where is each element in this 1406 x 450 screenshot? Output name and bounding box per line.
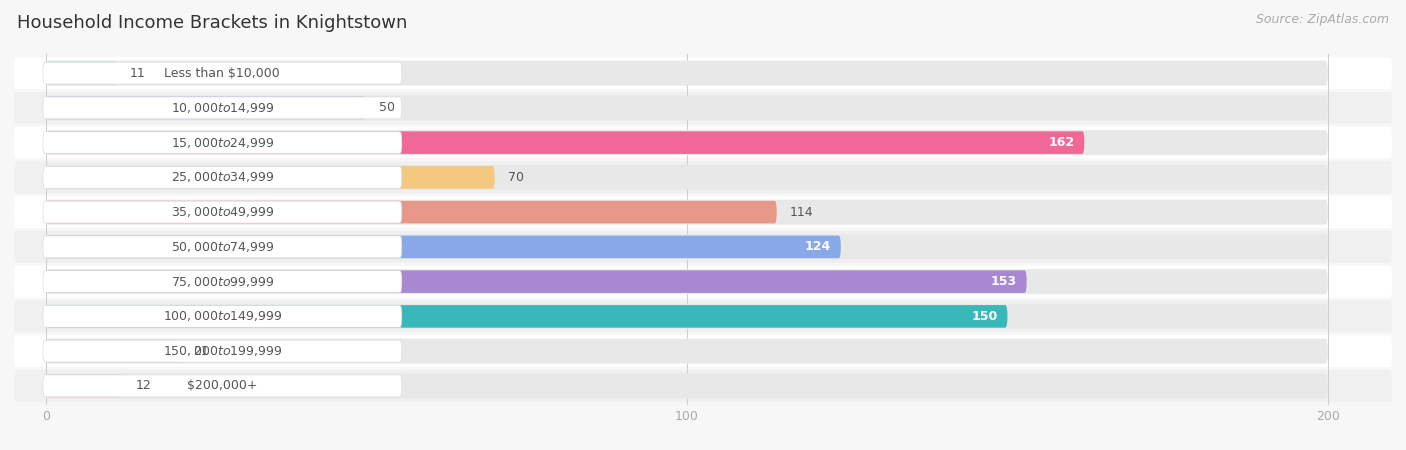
Text: $100,000 to $149,999: $100,000 to $149,999 [163, 310, 283, 324]
FancyBboxPatch shape [46, 236, 841, 258]
FancyBboxPatch shape [44, 306, 402, 327]
FancyBboxPatch shape [44, 201, 402, 223]
FancyBboxPatch shape [44, 62, 402, 84]
FancyBboxPatch shape [14, 370, 1392, 402]
FancyBboxPatch shape [46, 270, 1026, 293]
FancyBboxPatch shape [46, 97, 367, 119]
Text: $200,000+: $200,000+ [187, 379, 257, 392]
FancyBboxPatch shape [14, 335, 1392, 367]
FancyBboxPatch shape [44, 166, 402, 188]
Text: $10,000 to $14,999: $10,000 to $14,999 [170, 101, 274, 115]
FancyBboxPatch shape [14, 57, 1392, 89]
Text: $25,000 to $34,999: $25,000 to $34,999 [170, 171, 274, 184]
FancyBboxPatch shape [44, 271, 402, 292]
Text: Less than $10,000: Less than $10,000 [165, 67, 280, 80]
FancyBboxPatch shape [14, 162, 1392, 194]
FancyBboxPatch shape [44, 375, 402, 397]
FancyBboxPatch shape [46, 62, 117, 85]
FancyBboxPatch shape [46, 374, 122, 397]
FancyBboxPatch shape [44, 132, 402, 153]
FancyBboxPatch shape [46, 165, 1327, 190]
FancyBboxPatch shape [46, 130, 1327, 155]
FancyBboxPatch shape [44, 97, 402, 119]
FancyBboxPatch shape [14, 196, 1392, 228]
Text: 162: 162 [1049, 136, 1074, 149]
Text: 21: 21 [194, 345, 209, 358]
Text: 153: 153 [991, 275, 1017, 288]
Text: $150,000 to $199,999: $150,000 to $199,999 [163, 344, 283, 358]
Text: Household Income Brackets in Knightstown: Household Income Brackets in Knightstown [17, 14, 408, 32]
FancyBboxPatch shape [14, 266, 1392, 297]
Text: 124: 124 [804, 240, 831, 253]
FancyBboxPatch shape [44, 340, 402, 362]
FancyBboxPatch shape [46, 234, 1327, 259]
Text: 50: 50 [380, 101, 395, 114]
FancyBboxPatch shape [46, 304, 1327, 329]
FancyBboxPatch shape [14, 92, 1392, 124]
Text: $50,000 to $74,999: $50,000 to $74,999 [170, 240, 274, 254]
Text: 12: 12 [136, 379, 152, 392]
Text: 150: 150 [972, 310, 998, 323]
FancyBboxPatch shape [14, 126, 1392, 158]
Text: 11: 11 [129, 67, 145, 80]
Text: Source: ZipAtlas.com: Source: ZipAtlas.com [1256, 14, 1389, 27]
FancyBboxPatch shape [46, 374, 1327, 398]
FancyBboxPatch shape [46, 166, 495, 189]
FancyBboxPatch shape [14, 301, 1392, 333]
FancyBboxPatch shape [14, 231, 1392, 263]
FancyBboxPatch shape [46, 269, 1327, 294]
FancyBboxPatch shape [46, 201, 776, 223]
Text: 114: 114 [790, 206, 813, 219]
FancyBboxPatch shape [46, 95, 1327, 121]
FancyBboxPatch shape [46, 200, 1327, 225]
FancyBboxPatch shape [46, 305, 1008, 328]
Text: $75,000 to $99,999: $75,000 to $99,999 [170, 274, 274, 288]
FancyBboxPatch shape [46, 61, 1327, 86]
FancyBboxPatch shape [46, 338, 1327, 364]
Text: $15,000 to $24,999: $15,000 to $24,999 [170, 135, 274, 149]
Text: $35,000 to $49,999: $35,000 to $49,999 [170, 205, 274, 219]
FancyBboxPatch shape [46, 340, 181, 362]
FancyBboxPatch shape [46, 131, 1084, 154]
FancyBboxPatch shape [44, 236, 402, 258]
Text: 70: 70 [508, 171, 523, 184]
